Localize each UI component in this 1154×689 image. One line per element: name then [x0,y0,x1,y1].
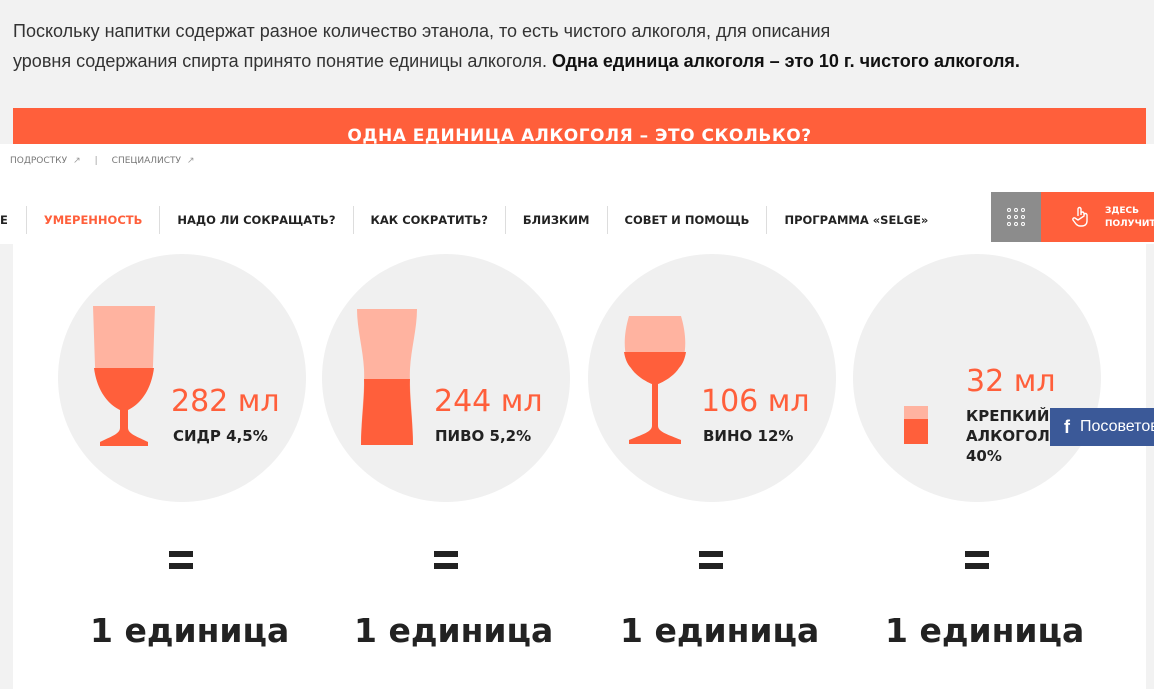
intro-line-2-plain: уровня содержания спирта принято понятие… [13,51,553,71]
drink-name-wine: ВИНО 12% [703,427,794,445]
equals-sign [169,551,193,575]
main-nav: Е УМЕРЕННОСТЬ НАДО ЛИ СОКРАЩАТЬ? КАК СОК… [0,206,945,234]
top-links: ПОДРОСТКУ ↗ | СПЕЦИАЛИСТУ ↗ [10,156,195,166]
drink-name-beer: ПИВО 5,2% [435,427,532,445]
intro-line-1: Поскольку напитки содержат разное количе… [13,21,831,41]
unit-label: 1 единица [885,611,1085,650]
help-label-line-2: ПОЛУЧИТ [1105,219,1154,229]
drink-name-strong-line-2: АЛКОГОЛЬ [966,427,1062,445]
hand-pointer-icon [1072,206,1088,227]
nav-item-selge-program[interactable]: ПРОГРАММА «SELGE» [766,206,945,234]
drink-circle-wine [588,254,836,502]
drink-amount-wine: 106 мл [701,384,810,419]
grid-dots-icon [1007,208,1025,226]
unit-label: 1 единица [620,611,820,650]
shot-glass-icon [904,406,928,444]
nav-item-advice-help[interactable]: СОВЕТ И ПОМОЩЬ [606,206,767,234]
site-header: ПОДРОСТКУ ↗ | СПЕЦИАЛИСТУ ↗ Е УМЕРЕННОСТ… [0,144,1154,244]
drink-name-strong-line-1: КРЕПКИЙ [966,407,1050,425]
top-links-separator: | [94,156,98,166]
facebook-share-label: Посоветовать [1080,418,1154,435]
help-label-line-1: ЗДЕСЬ [1105,206,1140,216]
drink-amount-beer: 244 мл [434,384,543,419]
drink-name-strong: КРЕПКИЙ АЛКОГОЛЬ 40% [966,406,1061,466]
facebook-share-button[interactable]: f Посоветовать [1050,408,1154,446]
drink-circle-beer [322,254,570,502]
facebook-icon: f [1064,416,1070,437]
external-link-icon: ↗ [187,156,195,166]
top-link-teen[interactable]: ПОДРОСТКУ [10,156,68,166]
nav-item-how-to-reduce[interactable]: КАК СОКРАТИТЬ? [352,206,505,234]
drink-name-strong-line-3: 40% [966,447,1002,465]
intro-line-2-bold: Одна единица алкоголя – это 10 г. чистог… [552,51,1020,71]
drink-amount-strong: 32 мл [966,364,1056,399]
beer-glass-icon [357,309,417,445]
wine-glass-icon [624,316,686,444]
equals-sign [699,551,723,575]
nav-item-partial[interactable]: Е [0,213,8,227]
nav-item-relatives[interactable]: БЛИЗКИМ [504,206,607,234]
intro-text: Поскольку напитки содержат разное количе… [13,16,1153,76]
nav-item-reduce-question[interactable]: НАДО ЛИ СОКРАЩАТЬ? [159,206,352,234]
drink-amount-cider: 282 мл [171,384,280,419]
get-help-button[interactable]: ЗДЕСЬ ПОЛУЧИТ [1041,192,1154,242]
banner-title: ОДНА ЕДИНИЦА АЛКОГОЛЯ – ЭТО СКОЛЬКО? [347,126,812,146]
unit-label: 1 единица [354,611,554,650]
goblet-icon [93,306,155,446]
top-link-specialist[interactable]: СПЕЦИАЛИСТУ [111,156,182,166]
help-button-label: ЗДЕСЬ ПОЛУЧИТ [1105,205,1154,231]
drink-name-cider: СИДР 4,5% [173,427,268,445]
intro-line-2: уровня содержания спирта принято понятие… [13,46,1153,76]
drinks-infographic: 282 мл СИДР 4,5% 244 мл ПИВО 5,2% 106 мл… [13,244,1146,689]
menu-grid-button[interactable] [991,192,1041,242]
nav-item-moderation[interactable]: УМЕРЕННОСТЬ [25,206,160,234]
unit-label: 1 единица [90,611,290,650]
equals-sign [965,551,989,575]
external-link-icon: ↗ [73,156,81,166]
drink-circle-strong [853,254,1101,502]
equals-sign [434,551,458,575]
